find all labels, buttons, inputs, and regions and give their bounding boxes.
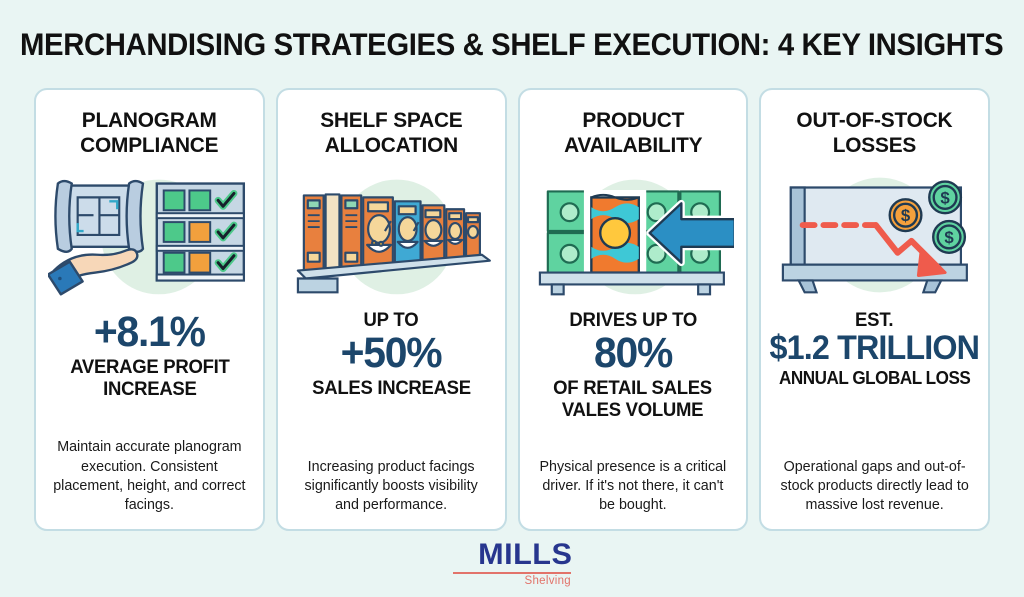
stat-label: SALES INCREASE: [312, 377, 471, 399]
card-heading-out-of-stock-losses: OUT-OF-STOCK LOSSES: [797, 108, 953, 160]
hand-holding-blueprint-and-compliant-shelf-icon: [48, 166, 251, 298]
card-heading-line-1: PRODUCT: [581, 108, 684, 132]
stat-label-line-1: SALES INCREASE: [311, 377, 471, 400]
card-description: Operational gaps and out-of-stock produc…: [780, 458, 969, 513]
stat-value: 80%: [593, 329, 673, 378]
stat-label: OF RETAIL SALES VALES VOLUME: [554, 377, 713, 421]
stat-value: +50%: [340, 329, 443, 378]
logo-secondary-text: Shelving: [524, 575, 571, 588]
chip-bags-with-arrow-icon: [532, 166, 735, 298]
insight-card-out-of-stock-losses: OUT-OF-STOCK LOSSES: [759, 88, 990, 531]
card-heading-line-2: LOSSES: [832, 133, 917, 158]
footer: MILLS Shelving: [0, 531, 1024, 597]
card-heading-line-2: ALLOCATION: [324, 133, 458, 158]
page-title: MERCHANDISING STRATEGIES & SHELF EXECUTI…: [20, 25, 1004, 62]
card-heading-product-availability: PRODUCT AVAILABILITY: [564, 108, 702, 160]
card-description: Physical presence is a critical driver. …: [539, 458, 727, 513]
stat-label: ANNUAL GLOBAL LOSS: [778, 367, 971, 388]
insight-card-planogram-compliance: PLANOGRAM COMPLIANCE: [34, 88, 265, 531]
card-heading-line-1: OUT-OF-STOCK: [796, 108, 953, 132]
card-description: Increasing product facings significantly…: [304, 458, 478, 513]
mills-shelving-logo: MILLS Shelving: [453, 540, 571, 588]
insight-card-row: PLANOGRAM COMPLIANCE: [0, 88, 1024, 531]
stat-label-line-1: AVERAGE PROFIT: [69, 355, 230, 378]
stat-value: $1.2 TRILLION: [769, 329, 981, 368]
title-bar: MERCHANDISING STRATEGIES & SHELF EXECUTI…: [0, 0, 1024, 88]
stat-prefix: UP TO: [363, 309, 419, 331]
stat-block-shelf-space-allocation: UP TO +50% SALES INCREASE: [290, 309, 493, 399]
stat-value: +8.1%: [93, 308, 206, 356]
stat-label: AVERAGE PROFIT INCREASE: [69, 355, 230, 400]
stat-block-product-availability: DRIVES UP TO 80% OF RETAIL SALES VALES V…: [532, 309, 735, 421]
stat-prefix: EST.: [855, 309, 894, 331]
svg-text:$: $: [901, 206, 911, 225]
stat-prefix: DRIVES UP TO: [568, 309, 697, 331]
insight-card-shelf-space-allocation: SHELF SPACE ALLOCATION: [275, 88, 507, 531]
stat-label-line-1: OF RETAIL SALES: [553, 377, 713, 400]
stat-label-line-2: INCREASE: [102, 377, 197, 400]
insight-card-product-availability: PRODUCT AVAILABILITY: [517, 88, 749, 531]
cereal-boxes-on-shelf-icon: [290, 166, 493, 298]
stat-block-planogram-compliance: +8.1% AVERAGE PROFIT INCREASE: [48, 310, 251, 400]
card-heading-line-1: SHELF SPACE: [319, 108, 463, 132]
card-heading-shelf-space-allocation: SHELF SPACE ALLOCATION: [319, 108, 463, 160]
svg-text:$: $: [941, 188, 951, 207]
card-heading-line-1: PLANOGRAM: [81, 108, 217, 132]
empty-shelf-declining-arrow-coins-icon: $ $ $: [773, 166, 976, 298]
card-description: Maintain accurate planogram execution. C…: [53, 439, 246, 513]
logo-primary-text: MILLS: [477, 538, 572, 572]
stat-label-line-1: ANNUAL GLOBAL LOSS: [778, 367, 971, 388]
logo-divider-rule: [453, 572, 571, 575]
stat-label-line-2: VALES VOLUME: [562, 399, 704, 422]
stat-block-out-of-stock-losses: EST. $1.2 TRILLION ANNUAL GLOBAL LOSS: [770, 309, 981, 388]
card-heading-line-2: COMPLIANCE: [80, 133, 219, 158]
svg-text:$: $: [945, 228, 955, 247]
card-heading-planogram-compliance: PLANOGRAM COMPLIANCE: [80, 108, 218, 160]
card-heading-line-2: AVAILABILITY: [563, 133, 702, 158]
